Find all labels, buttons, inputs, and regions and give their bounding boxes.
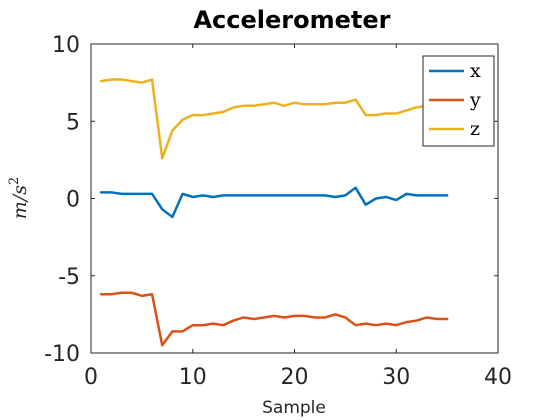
y-axis-label: m/s2 <box>7 177 31 219</box>
y-axis-label-group: m/s2 <box>7 177 31 219</box>
legend-label-z: z <box>470 118 480 140</box>
x-tick-label: 30 <box>382 365 410 390</box>
y-tick-label: 0 <box>66 188 80 213</box>
x-tick-label: 10 <box>179 365 207 390</box>
series-line-x <box>99 186 449 219</box>
chart-title: Accelerometer <box>193 6 390 34</box>
x-tick-label: 0 <box>84 365 98 390</box>
y-axis-label-superscript: 2 <box>7 177 22 185</box>
y-axis-label-text: m/s <box>9 185 31 219</box>
y-tick-label: 10 <box>52 33 80 58</box>
series-line-y <box>99 291 449 347</box>
y-tick-label: -5 <box>58 265 80 290</box>
legend-label-x: x <box>470 60 481 82</box>
legend-label-y: y <box>469 89 481 111</box>
x-axis-label: Sample <box>262 398 326 418</box>
series-line-z <box>99 78 449 160</box>
legend: xyz <box>422 55 495 147</box>
y-tick-label: -10 <box>44 342 80 367</box>
x-tick-label: 20 <box>281 365 309 390</box>
ticks-group: 0 10 20 30 40 -10 -5 0 5 10 <box>44 33 512 390</box>
y-tick-label: 5 <box>66 110 80 135</box>
x-tick-label: 40 <box>484 365 512 390</box>
series-group <box>99 78 449 347</box>
